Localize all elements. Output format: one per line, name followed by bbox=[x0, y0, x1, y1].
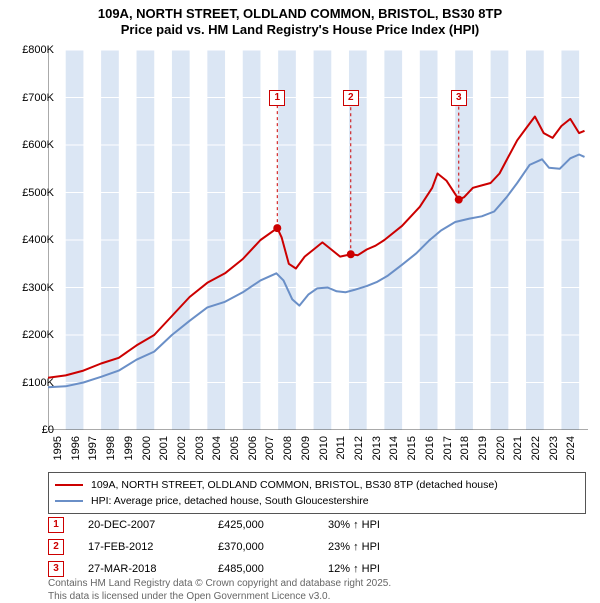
sales-delta: 30% ↑ HPI bbox=[328, 519, 448, 531]
x-tick-label: 2020 bbox=[495, 436, 507, 476]
legend-label-property: 109A, NORTH STREET, OLDLAND COMMON, BRIS… bbox=[91, 479, 498, 491]
x-tick-label: 1995 bbox=[52, 436, 64, 476]
sales-row: 1 20-DEC-2007£425,00030% ↑ HPI bbox=[48, 514, 448, 536]
x-tick-label: 1998 bbox=[105, 436, 117, 476]
sales-delta: 12% ↑ HPI bbox=[328, 563, 448, 575]
sales-date: 27-MAR-2018 bbox=[88, 563, 218, 575]
footer-line-1: Contains HM Land Registry data © Crown c… bbox=[48, 578, 391, 591]
title-line-1: 109A, NORTH STREET, OLDLAND COMMON, BRIS… bbox=[0, 6, 600, 22]
sales-delta: 23% ↑ HPI bbox=[328, 541, 448, 553]
sales-price: £370,000 bbox=[218, 541, 328, 553]
x-tick-label: 2009 bbox=[300, 436, 312, 476]
sales-flag: 2 bbox=[48, 539, 64, 555]
chart-title: 109A, NORTH STREET, OLDLAND COMMON, BRIS… bbox=[0, 0, 600, 39]
x-tick-label: 2001 bbox=[158, 436, 170, 476]
x-tick-label: 1997 bbox=[87, 436, 99, 476]
sales-flag: 3 bbox=[48, 561, 64, 577]
x-tick-label: 2011 bbox=[335, 436, 347, 476]
x-tick-label: 2000 bbox=[141, 436, 153, 476]
title-line-2: Price paid vs. HM Land Registry's House … bbox=[0, 22, 600, 38]
y-tick-label: £700K bbox=[4, 92, 54, 104]
y-tick-label: £0 bbox=[4, 424, 54, 436]
x-tick-label: 2017 bbox=[442, 436, 454, 476]
x-tick-label: 2021 bbox=[512, 436, 524, 476]
y-tick-label: £600K bbox=[4, 139, 54, 151]
chart-marker-flag: 1 bbox=[269, 90, 285, 106]
legend-swatch-hpi bbox=[55, 500, 83, 502]
sales-table: 1 20-DEC-2007£425,00030% ↑ HPI 2 17-FEB-201… bbox=[48, 514, 448, 580]
y-tick-label: £300K bbox=[4, 282, 54, 294]
x-tick-label: 2023 bbox=[548, 436, 560, 476]
x-tick-label: 2010 bbox=[318, 436, 330, 476]
x-tick-label: 2022 bbox=[530, 436, 542, 476]
chart-legend: 109A, NORTH STREET, OLDLAND COMMON, BRIS… bbox=[48, 472, 586, 514]
x-tick-label: 2013 bbox=[371, 436, 383, 476]
sales-date: 20-DEC-2007 bbox=[88, 519, 218, 531]
chart-svg bbox=[48, 50, 588, 430]
y-tick-label: £100K bbox=[4, 377, 54, 389]
x-tick-label: 2007 bbox=[264, 436, 276, 476]
x-tick-label: 2015 bbox=[406, 436, 418, 476]
sales-price: £425,000 bbox=[218, 519, 328, 531]
x-tick-label: 2024 bbox=[565, 436, 577, 476]
x-tick-label: 2008 bbox=[282, 436, 294, 476]
x-tick-label: 1996 bbox=[70, 436, 82, 476]
chart-plot-area: 1 2 3 bbox=[48, 50, 588, 430]
y-tick-label: £800K bbox=[4, 44, 54, 56]
attribution-footer: Contains HM Land Registry data © Crown c… bbox=[48, 578, 391, 603]
y-tick-label: £500K bbox=[4, 187, 54, 199]
chart-marker-flag: 3 bbox=[451, 90, 467, 106]
chart-marker-flag: 2 bbox=[343, 90, 359, 106]
sales-date: 17-FEB-2012 bbox=[88, 541, 218, 553]
x-tick-label: 2012 bbox=[353, 436, 365, 476]
sales-price: £485,000 bbox=[218, 563, 328, 575]
legend-swatch-property bbox=[55, 484, 83, 486]
sales-flag: 1 bbox=[48, 517, 64, 533]
footer-line-2: This data is licensed under the Open Gov… bbox=[48, 591, 391, 603]
y-tick-label: £200K bbox=[4, 329, 54, 341]
x-tick-label: 2005 bbox=[229, 436, 241, 476]
x-tick-label: 2018 bbox=[459, 436, 471, 476]
y-tick-label: £400K bbox=[4, 234, 54, 246]
legend-row-property: 109A, NORTH STREET, OLDLAND COMMON, BRIS… bbox=[55, 477, 579, 493]
legend-row-hpi: HPI: Average price, detached house, Sout… bbox=[55, 493, 579, 509]
x-tick-label: 2016 bbox=[424, 436, 436, 476]
x-tick-label: 2002 bbox=[176, 436, 188, 476]
sales-row: 2 17-FEB-2012£370,00023% ↑ HPI bbox=[48, 536, 448, 558]
x-tick-label: 2006 bbox=[247, 436, 259, 476]
x-tick-label: 2004 bbox=[211, 436, 223, 476]
sales-row: 3 27-MAR-2018£485,00012% ↑ HPI bbox=[48, 558, 448, 580]
legend-label-hpi: HPI: Average price, detached house, Sout… bbox=[91, 495, 369, 507]
x-tick-label: 2014 bbox=[388, 436, 400, 476]
x-tick-label: 2003 bbox=[194, 436, 206, 476]
x-tick-label: 1999 bbox=[123, 436, 135, 476]
x-tick-label: 2019 bbox=[477, 436, 489, 476]
